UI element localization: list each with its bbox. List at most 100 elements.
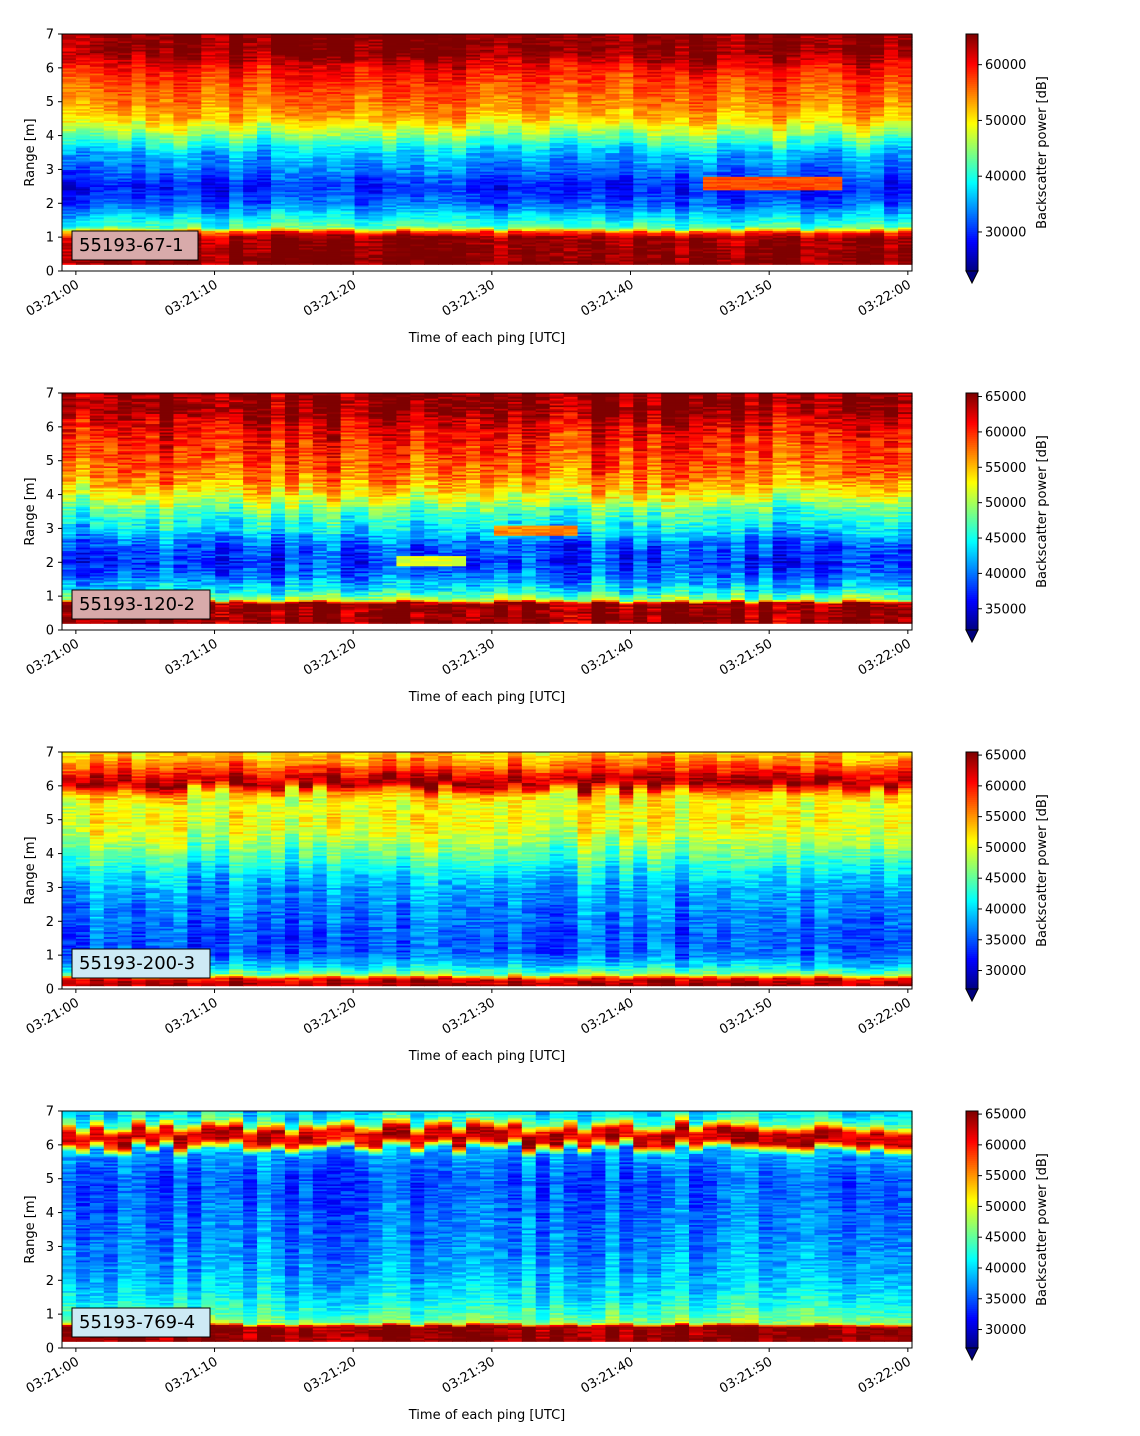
heatmap-cell bbox=[145, 204, 161, 208]
heatmap-cell bbox=[201, 174, 216, 177]
heatmap-cell bbox=[131, 83, 147, 86]
heatmap-cell bbox=[187, 54, 202, 57]
heatmap-cell bbox=[159, 83, 175, 86]
heatmap-cell bbox=[103, 226, 119, 230]
heatmap-cell bbox=[103, 196, 119, 199]
heatmap-cell bbox=[215, 89, 230, 93]
heatmap-cell bbox=[159, 215, 175, 218]
heatmap-cell bbox=[257, 191, 272, 194]
heatmap-cell bbox=[103, 172, 119, 176]
heatmap-cell bbox=[62, 118, 77, 121]
heatmap-cell bbox=[159, 128, 175, 132]
heatmap-cell bbox=[215, 71, 230, 74]
heatmap-cell bbox=[271, 106, 286, 110]
heatmap-cell bbox=[201, 72, 216, 76]
heatmap-cell bbox=[117, 93, 133, 96]
heatmap-cell bbox=[187, 204, 202, 208]
heatmap-cell bbox=[243, 259, 258, 262]
heatmap-cell bbox=[215, 37, 230, 40]
heatmap-cell bbox=[243, 196, 258, 199]
heatmap-cell bbox=[145, 86, 161, 89]
heatmap-cell bbox=[145, 167, 161, 171]
heatmap-cell bbox=[173, 59, 189, 62]
heatmap-cell bbox=[131, 88, 147, 91]
heatmap-cell bbox=[187, 40, 202, 44]
heatmap-cell bbox=[187, 49, 202, 52]
heatmap-cell bbox=[62, 69, 77, 72]
heatmap-cell bbox=[243, 86, 258, 89]
heatmap-cell bbox=[201, 78, 216, 81]
heatmap-cell bbox=[75, 111, 91, 115]
heatmap-cell bbox=[173, 35, 189, 38]
heatmap-cell bbox=[145, 176, 161, 179]
heatmap-cell bbox=[75, 169, 91, 172]
heatmap-cell bbox=[229, 223, 244, 226]
heatmap-cell bbox=[62, 213, 77, 216]
heatmap-cell bbox=[187, 184, 202, 187]
heatmap-cell bbox=[201, 196, 216, 199]
heatmap-cell bbox=[284, 162, 300, 165]
heatmap-cell bbox=[229, 245, 244, 248]
heatmap-cell bbox=[89, 226, 105, 230]
heatmap-cell bbox=[131, 45, 147, 49]
heatmap-cell bbox=[145, 228, 161, 231]
heatmap-cell bbox=[89, 37, 105, 40]
heatmap-cell bbox=[173, 155, 189, 159]
heatmap-cell bbox=[284, 147, 300, 150]
heatmap-cell bbox=[75, 220, 91, 223]
heatmap-cell bbox=[229, 101, 244, 104]
heatmap-cell bbox=[62, 54, 77, 57]
heatmap-cell bbox=[271, 172, 286, 176]
heatmap-cell bbox=[145, 37, 161, 40]
heatmap-cell bbox=[75, 138, 91, 142]
heatmap-cell bbox=[201, 116, 216, 120]
heatmap-cell bbox=[284, 213, 300, 216]
heatmap-cell bbox=[201, 79, 216, 82]
heatmap-cell bbox=[257, 96, 272, 99]
heatmap-cell bbox=[145, 127, 161, 130]
heatmap-cell bbox=[145, 81, 161, 84]
heatmap-cell bbox=[173, 228, 189, 231]
heatmap-cell bbox=[75, 142, 91, 145]
heatmap-cell bbox=[201, 203, 216, 206]
heatmap-cell bbox=[62, 98, 77, 101]
heatmap-cell bbox=[173, 171, 189, 174]
heatmap-cell bbox=[243, 215, 258, 218]
heatmap-cell bbox=[117, 127, 133, 130]
heatmap-cell bbox=[103, 135, 119, 138]
heatmap-cell bbox=[284, 233, 300, 237]
heatmap-cell bbox=[201, 198, 216, 201]
heatmap-cell bbox=[159, 116, 175, 120]
heatmap-cell bbox=[229, 96, 244, 99]
heatmap-cell bbox=[229, 255, 244, 259]
heatmap-cell bbox=[201, 81, 216, 84]
heatmap-cell bbox=[201, 201, 216, 204]
heatmap-cell bbox=[257, 206, 272, 209]
heatmap-cell bbox=[215, 193, 230, 196]
heatmap-cell bbox=[62, 162, 77, 165]
heatmap-cell bbox=[131, 40, 147, 44]
heatmap-cell bbox=[131, 128, 147, 132]
heatmap-cell bbox=[131, 154, 147, 157]
heatmap-cell bbox=[229, 100, 244, 103]
heatmap-cell bbox=[187, 56, 202, 59]
heatmap-cell bbox=[187, 198, 202, 201]
heatmap-cell bbox=[159, 50, 175, 54]
heatmap-cell bbox=[159, 69, 175, 72]
heatmap-cell bbox=[257, 45, 272, 49]
heatmap-cell bbox=[103, 84, 119, 88]
heatmap-cell bbox=[201, 247, 216, 250]
heatmap-cell bbox=[187, 125, 202, 128]
heatmap-cell bbox=[159, 155, 175, 159]
heatmap-cell bbox=[271, 181, 286, 184]
heatmap-cell bbox=[284, 115, 300, 118]
heatmap-cell bbox=[173, 54, 189, 57]
heatmap-cell bbox=[201, 113, 216, 116]
heatmap-cell bbox=[89, 208, 105, 211]
heatmap-cell bbox=[173, 160, 189, 164]
heatmap-cell bbox=[257, 100, 272, 103]
heatmap-cell bbox=[145, 115, 161, 118]
heatmap-cell bbox=[229, 132, 244, 135]
heatmap-cell bbox=[229, 59, 244, 62]
heatmap-cell bbox=[215, 103, 230, 106]
